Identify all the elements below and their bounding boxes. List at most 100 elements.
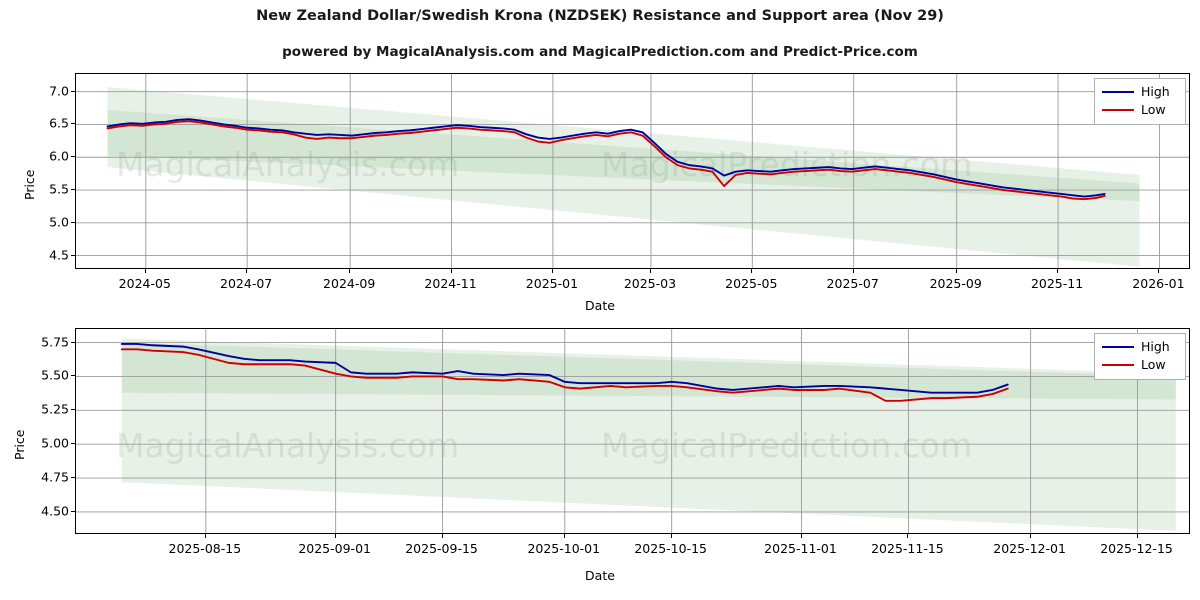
y-axis-tick-mark [71,477,75,479]
series-line-low [106,120,1106,201]
legend-top[interactable]: High Low [1094,78,1186,125]
x-axis-tick-mark [334,534,336,538]
y-axis-tick-mark [71,123,75,125]
y-axis-label-bottom: Price [12,429,27,461]
watermark-text: MagicalPrediction.com [601,145,972,184]
y-axis-tick-mark [71,375,75,377]
x-axis-tick-mark [1158,269,1160,273]
plot-area-top: MagicalAnalysis.com MagicalPrediction.com [75,73,1190,269]
legend-row-low: Low [1102,356,1178,374]
x-axis-tick-label: 2025-11-01 [764,541,837,556]
x-axis-tick-mark [1136,534,1138,538]
x-axis-tick-label: 2025-11 [1030,276,1084,291]
series-line-high [120,342,1009,394]
x-axis-tick-mark [1057,269,1059,273]
legend-label-high: High [1141,339,1170,354]
plot-canvas-top: MagicalAnalysis.com MagicalPrediction.com [76,74,1189,268]
y-axis-tick-label: 4.5 [49,247,69,263]
x-axis-tick-mark [670,534,672,538]
legend-bottom[interactable]: High Low [1094,333,1186,380]
x-axis-tick-mark [246,269,248,273]
x-axis-tick-mark [751,269,753,273]
band-inner-resistance-support [107,110,1140,202]
x-axis-tick-label: 2025-11-15 [871,541,944,556]
x-axis-tick-mark [1029,534,1031,538]
y-axis-tick-label: 5.5 [49,181,69,197]
x-axis-label-top: Date [585,298,615,313]
y-axis-tick-mark [71,510,75,512]
x-axis-tick-label: 2025-12-01 [993,541,1066,556]
y-axis-tick-label: 5.25 [41,401,69,417]
y-axis-tick-label: 5.00 [41,435,69,451]
x-axis-tick-label: 2025-01 [525,276,579,291]
x-axis-tick-mark [450,269,452,273]
watermark-text: MagicalAnalysis.com [116,145,459,184]
watermark-text: MagicalAnalysis.com [116,426,459,465]
x-axis-tick-label: 2025-07 [826,276,879,291]
y-axis-tick-label: 4.75 [41,469,69,485]
x-axis-tick-mark [441,534,443,538]
x-axis-tick-label: 2024-07 [220,276,273,291]
y-axis-tick-mark [71,254,75,256]
y-axis-tick-mark [71,341,75,343]
plot-canvas-bottom: MagicalAnalysis.com MagicalPrediction.com [76,329,1189,533]
y-axis-tick-mark [71,189,75,191]
page-title: New Zealand Dollar/Swedish Krona (NZDSEK… [256,8,944,24]
y-axis-tick-label: 6.5 [49,115,69,131]
short-term-chart-panel: Price Date MagicalAnalysis.com MagicalPre… [0,310,1200,600]
y-axis-tick-label: 5.75 [41,334,69,350]
x-axis-tick-label: 2025-09 [929,276,982,291]
series-line-low [120,348,1009,402]
x-axis-tick-mark [349,269,351,273]
legend-line-high-icon [1102,346,1134,348]
x-axis-tick-label: 2025-08-15 [168,541,242,556]
legend-label-low: Low [1141,357,1166,372]
y-axis-tick-mark [71,90,75,92]
y-axis-tick-mark [71,409,75,411]
x-axis-tick-label: 2024-05 [118,276,171,291]
page-subtitle: powered by MagicalAnalysis.com and Magic… [282,44,918,60]
legend-line-high-icon [1102,91,1134,93]
x-axis-tick-label: 2024-11 [424,276,477,291]
x-axis-tick-mark [551,269,553,273]
x-axis-tick-mark [852,269,854,273]
x-axis-tick-mark [800,534,802,538]
watermark-text: MagicalPrediction.com [601,426,972,465]
long-term-chart-panel: Price Date MagicalAnalysis.com MagicalPre… [22,73,1190,313]
y-axis-tick-mark [71,156,75,158]
legend-row-high: High [1102,83,1178,101]
x-axis-tick-label: 2025-10-01 [527,541,601,556]
x-axis-tick-label: 2024-09 [323,276,376,291]
x-axis-tick-mark [204,534,206,538]
x-axis-tick-label: 2025-05 [725,276,778,291]
y-axis-tick-label: 5.0 [49,214,69,230]
x-axis-tick-mark [955,269,957,273]
x-axis-tick-mark [907,534,909,538]
y-axis-tick-label: 7.0 [49,83,69,99]
y-axis-tick-label: 4.50 [41,503,69,519]
legend-line-low-icon [1102,109,1134,111]
x-axis-tick-label: 2025-09-15 [405,541,478,556]
x-axis-tick-label: 2025-12-15 [1100,541,1173,556]
legend-label-low: Low [1141,102,1166,117]
y-axis-tick-mark [71,443,75,445]
legend-row-low: Low [1102,101,1178,119]
y-axis-tick-label: 5.50 [41,367,69,383]
y-axis-tick-mark [71,221,75,223]
x-axis-tick-label: 2026-01 [1132,276,1185,291]
x-axis-tick-mark [563,534,565,538]
legend-label-high: High [1141,84,1170,99]
x-axis-tick-label: 2025-09-01 [298,541,371,556]
x-axis-tick-label: 2025-03 [623,276,677,291]
plot-area-bottom: MagicalAnalysis.com MagicalPrediction.com [75,328,1190,534]
x-axis-tick-mark [144,269,146,273]
y-axis-tick-label: 6.0 [49,148,69,164]
x-axis-tick-mark [649,269,651,273]
series-line-high [106,118,1106,198]
x-axis-label-bottom: Date [585,568,615,583]
legend-row-high: High [1102,338,1178,356]
legend-line-low-icon [1102,364,1134,366]
x-axis-tick-label: 2025-10-15 [634,541,707,556]
band-inner-resistance-support [121,342,1176,400]
